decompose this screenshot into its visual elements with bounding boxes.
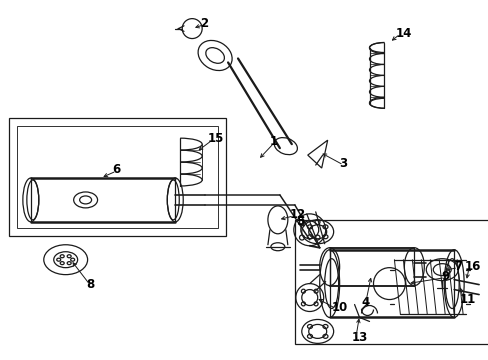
Bar — [17, 126, 218, 228]
Text: 7: 7 — [453, 260, 461, 273]
Text: 2: 2 — [200, 17, 208, 30]
Text: 10: 10 — [331, 301, 347, 314]
Text: 16: 16 — [464, 260, 481, 273]
Text: 13: 13 — [351, 332, 367, 345]
Text: 9: 9 — [440, 270, 448, 283]
Text: 5: 5 — [295, 215, 304, 228]
Text: 1: 1 — [269, 135, 278, 148]
Text: 6: 6 — [112, 163, 121, 176]
Bar — [294, 220, 488, 345]
Bar — [9, 118, 225, 236]
Text: 14: 14 — [395, 27, 411, 40]
Text: 3: 3 — [339, 157, 347, 170]
Text: 12: 12 — [289, 208, 305, 221]
Text: 15: 15 — [208, 132, 224, 145]
Text: 11: 11 — [459, 293, 475, 306]
Text: 8: 8 — [86, 278, 95, 291]
Text: 4: 4 — [361, 296, 369, 309]
